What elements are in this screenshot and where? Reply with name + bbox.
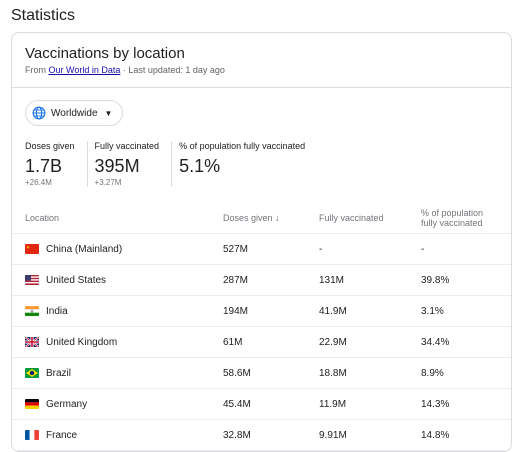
stat-percent-vaccinated: % of population fully vaccinated 5.1% [171, 141, 317, 187]
cell-fully-vaccinated: 9.91M [318, 419, 420, 451]
stat-fully-vaccinated: Fully vaccinated 395M +3.27M [86, 141, 172, 187]
stat-label: % of population fully vaccinated [179, 141, 306, 151]
table-row[interactable]: Brazil 58.6M 18.8M 8.9% [12, 357, 511, 389]
stat-value: 1.7B [25, 156, 63, 176]
location-name: France [46, 429, 78, 441]
cell-fully-vaccinated: 18.8M [318, 357, 420, 389]
column-header-location[interactable]: Location [12, 203, 222, 234]
cell-location: United States [12, 264, 222, 296]
cell-doses: 58.6M [222, 357, 318, 389]
location-wrapper: India [25, 306, 221, 317]
cell-location: France [12, 419, 222, 451]
cell-doses: 527M [222, 233, 318, 265]
stat-delta: +26.4M [25, 178, 52, 187]
column-header-fully-vaccinated[interactable]: Fully vaccinated [318, 203, 420, 234]
vaccinations-card: Vaccinations by location From Our World … [11, 32, 512, 452]
cell-doses: 32.8M [222, 419, 318, 451]
china-flag-icon [25, 244, 39, 254]
cell-percent: 3.1% [420, 295, 511, 327]
cell-fully-vaccinated: 11.9M [318, 388, 420, 420]
location-name: Germany [46, 398, 88, 410]
last-updated: · Last updated: 1 day ago [120, 65, 225, 75]
location-wrapper: United States [25, 275, 221, 286]
stat-delta: +3.27M [94, 178, 122, 187]
card-header: Vaccinations by location From Our World … [12, 33, 511, 75]
cell-doses: 61M [222, 326, 318, 358]
uk-flag-icon [25, 337, 39, 347]
card-source-line: From Our World in Data · Last updated: 1… [25, 65, 498, 75]
cell-percent: - [420, 233, 511, 265]
cell-percent: 14.3% [420, 388, 511, 420]
table-row[interactable]: Germany 45.4M 11.9M 14.3% [12, 388, 511, 420]
cell-fully-vaccinated: 131M [318, 264, 420, 296]
globe-icon [32, 106, 46, 120]
location-wrapper: Germany [25, 399, 221, 410]
stat-label: Fully vaccinated [94, 141, 160, 151]
germany-flag-icon [25, 399, 39, 409]
cell-doses: 45.4M [222, 388, 318, 420]
cell-doses: 194M [222, 295, 318, 327]
page-title: Statistics [11, 7, 76, 24]
cell-percent: 14.8% [420, 419, 511, 451]
table-row[interactable]: France 32.8M 9.91M 14.8% [12, 419, 511, 451]
cell-percent: 34.4% [420, 326, 511, 358]
cell-percent: 39.8% [420, 264, 511, 296]
column-header-doses[interactable]: Doses given ↓ [222, 203, 318, 234]
header-divider [12, 87, 511, 88]
table-header-row: Location Doses given ↓ Fully vaccinated … [12, 203, 511, 234]
source-link[interactable]: Our World in Data [48, 65, 121, 75]
us-flag-icon [25, 275, 39, 285]
cell-fully-vaccinated: 22.9M [318, 326, 420, 358]
sort-down-icon: ↓ [275, 213, 280, 223]
cell-percent: 8.9% [420, 357, 511, 389]
location-name: India [46, 305, 68, 317]
cell-doses: 287M [222, 264, 318, 296]
cell-fully-vaccinated: - [318, 233, 420, 265]
cell-location: Germany [12, 388, 222, 420]
brazil-flag-icon [25, 368, 39, 378]
scope-dropdown-button[interactable]: Worldwide ▼ [25, 100, 124, 126]
location-name: United States [46, 274, 107, 286]
location-wrapper: China (Mainland) [25, 244, 221, 255]
france-flag-icon [25, 430, 39, 440]
table-row[interactable]: United Kingdom 61M 22.9M 34.4% [12, 326, 511, 358]
location-name: Brazil [46, 367, 72, 379]
location-wrapper: United Kingdom [25, 337, 221, 348]
location-name: United Kingdom [46, 336, 118, 348]
column-header-percent[interactable]: % of population fully vaccinated [420, 203, 511, 234]
stat-value: 395M [94, 156, 140, 176]
table-row[interactable]: China (Mainland) 527M - - [12, 233, 511, 265]
location-name: China (Mainland) [46, 243, 123, 255]
vaccinations-table: Location Doses given ↓ Fully vaccinated … [12, 203, 511, 451]
location-wrapper: France [25, 430, 221, 441]
stat-doses-given: Doses given 1.7B +26.4M [25, 141, 87, 187]
location-wrapper: Brazil [25, 368, 221, 379]
table-row[interactable]: India 194M 41.9M 3.1% [12, 295, 511, 327]
stat-label: Doses given [25, 141, 75, 151]
summary-stats: Doses given 1.7B +26.4M Fully vaccinated… [25, 141, 317, 187]
column-header-doses-label: Doses given [223, 213, 273, 223]
cell-location: Brazil [12, 357, 222, 389]
scope-label: Worldwide [51, 107, 98, 119]
stat-value: 5.1% [179, 156, 221, 176]
india-flag-icon [25, 306, 39, 316]
cell-location: India [12, 295, 222, 327]
cell-fully-vaccinated: 41.9M [318, 295, 420, 327]
cell-location: United Kingdom [12, 326, 222, 358]
table-row[interactable]: United States 287M 131M 39.8% [12, 264, 511, 296]
cell-location: China (Mainland) [12, 233, 222, 265]
card-title: Vaccinations by location [25, 45, 185, 62]
source-prefix: From [25, 65, 49, 75]
chevron-down-icon: ▼ [104, 108, 113, 118]
